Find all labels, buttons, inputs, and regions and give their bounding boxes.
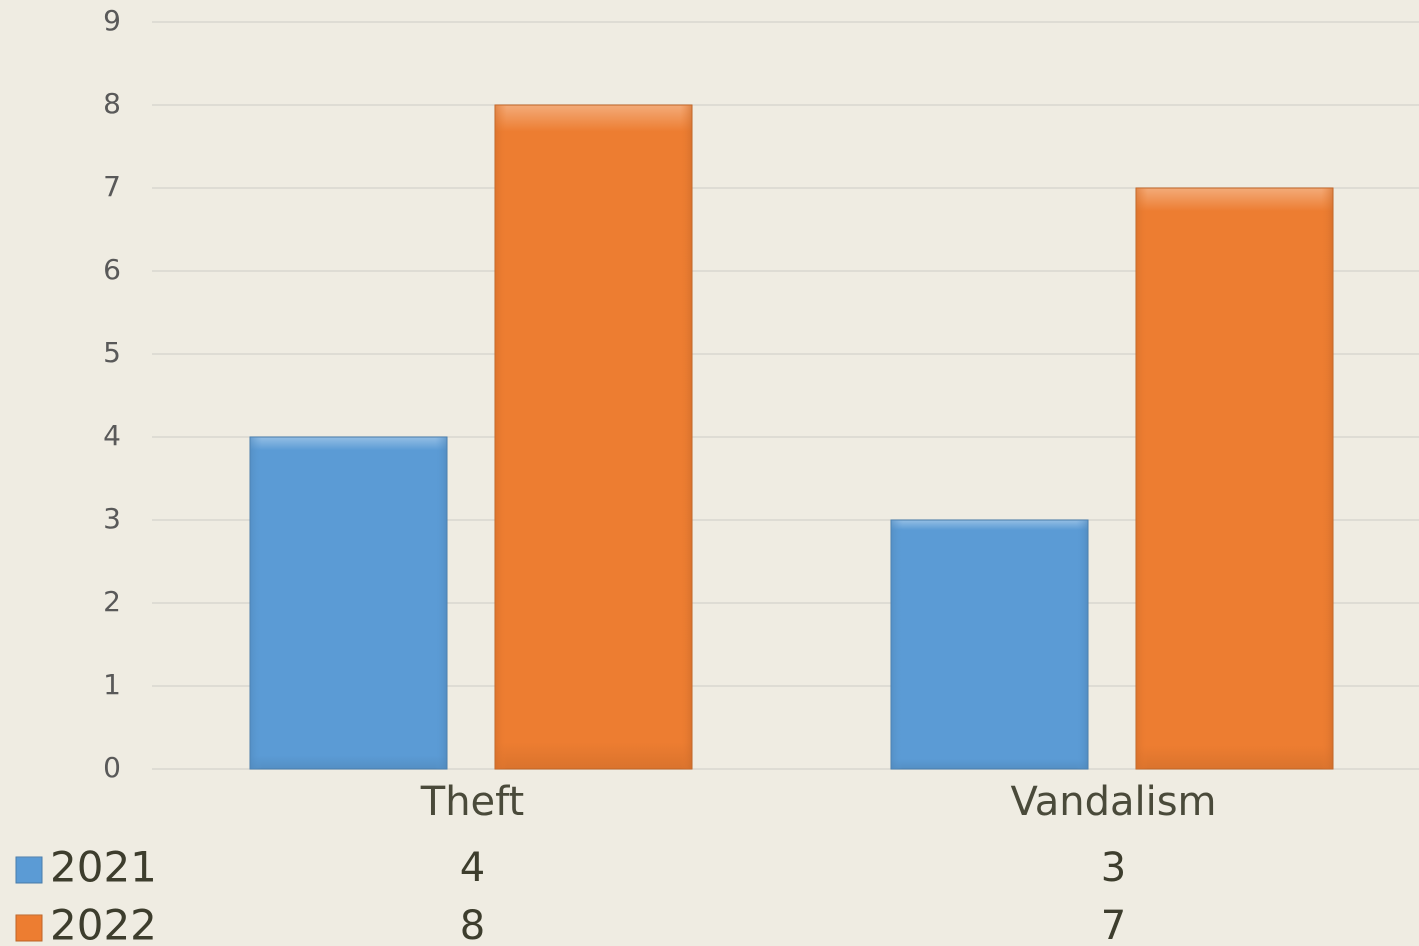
y-tick-label: 3 (103, 502, 121, 535)
y-tick-label: 6 (103, 253, 121, 286)
y-tick-label: 8 (103, 87, 121, 120)
y-tick-label: 5 (103, 336, 121, 369)
x-tick-label: Theft (420, 779, 524, 825)
x-tick-label: Vandalism (1010, 779, 1216, 825)
bar-shade (495, 105, 692, 769)
data-table-value: 3 (1101, 845, 1126, 891)
data-table-value: 4 (460, 845, 485, 891)
bar-shade (1136, 188, 1333, 769)
legend-swatch (15, 856, 43, 884)
y-tick-label: 9 (103, 4, 121, 37)
y-tick-label: 2 (103, 585, 121, 618)
legend-label: 2021 (50, 843, 157, 892)
legend-swatch (15, 914, 43, 942)
data-table-value: 8 (460, 903, 485, 946)
legend-label: 2022 (50, 901, 157, 946)
y-tick-label: 1 (103, 668, 121, 701)
y-tick-label: 7 (103, 170, 121, 203)
y-tick-label: 0 (103, 751, 121, 784)
bar-shade (250, 437, 447, 769)
data-table-value: 7 (1101, 903, 1126, 946)
bar-shade (891, 520, 1088, 769)
y-tick-label: 4 (103, 419, 121, 452)
